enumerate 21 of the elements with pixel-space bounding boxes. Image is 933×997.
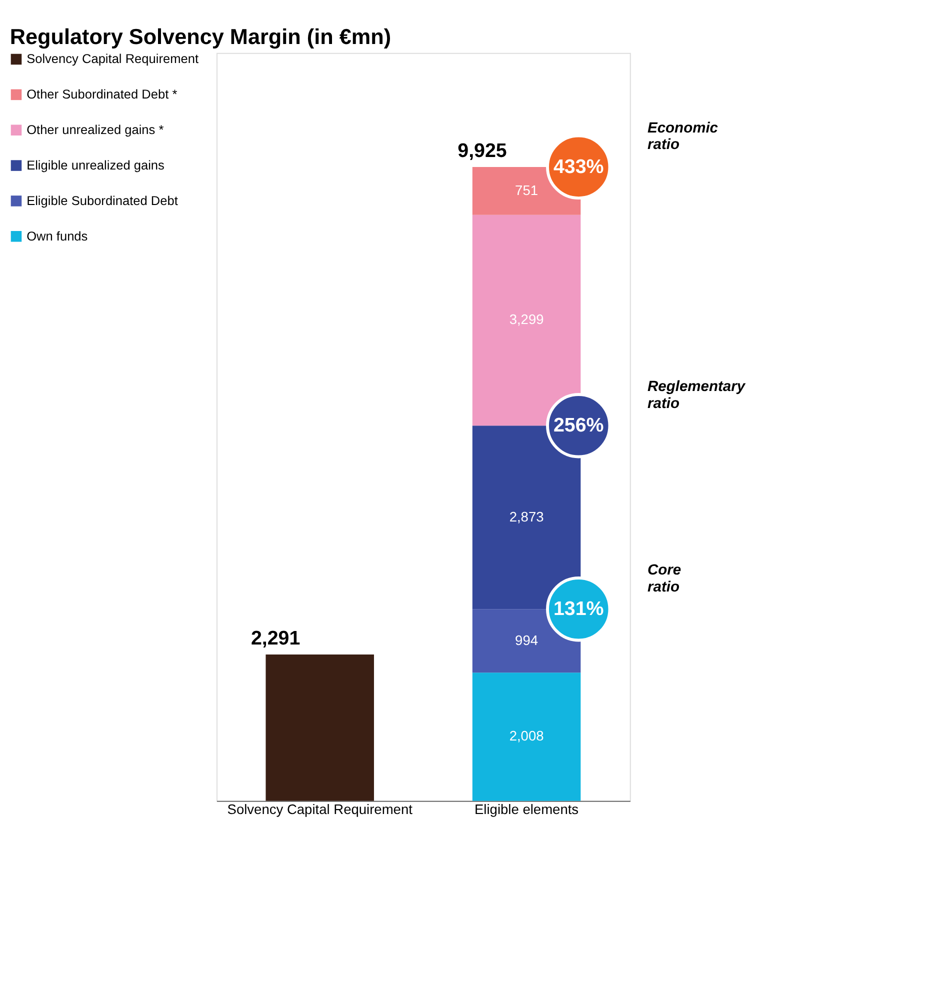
text: Reglementary ratio bbox=[648, 379, 746, 412]
chart-title: Regulatory Solvency Margin (in €mn) bbox=[10, 24, 392, 49]
annotation: 433% bbox=[553, 156, 604, 178]
annotation: 131% bbox=[553, 598, 604, 620]
legend-label: Other Subordinated Debt * bbox=[26, 86, 178, 102]
text: Economic ratio bbox=[648, 120, 718, 154]
legend-label: Own funds bbox=[26, 228, 88, 244]
data-label: 2,008 bbox=[509, 728, 544, 744]
annotation: 256% bbox=[553, 414, 604, 437]
data-label: 2,873 bbox=[509, 509, 544, 524]
total-label: 2,291 bbox=[250, 628, 300, 650]
legend-label: Eligible unrealized gains bbox=[26, 157, 164, 172]
data-label: 751 bbox=[515, 182, 538, 198]
legend-label: Solvency Capital Requirement bbox=[26, 51, 199, 66]
legend-label: Other unrealized gains * bbox=[26, 122, 164, 138]
legend-label: Eligible Subordinated Debt bbox=[26, 192, 178, 208]
text: Core ratio bbox=[648, 562, 682, 596]
data-label: 3,299 bbox=[509, 312, 544, 328]
total-label: 9,925 bbox=[458, 140, 507, 162]
x-tick-label: Eligible elements bbox=[474, 802, 579, 818]
data-label: 994 bbox=[515, 632, 538, 648]
